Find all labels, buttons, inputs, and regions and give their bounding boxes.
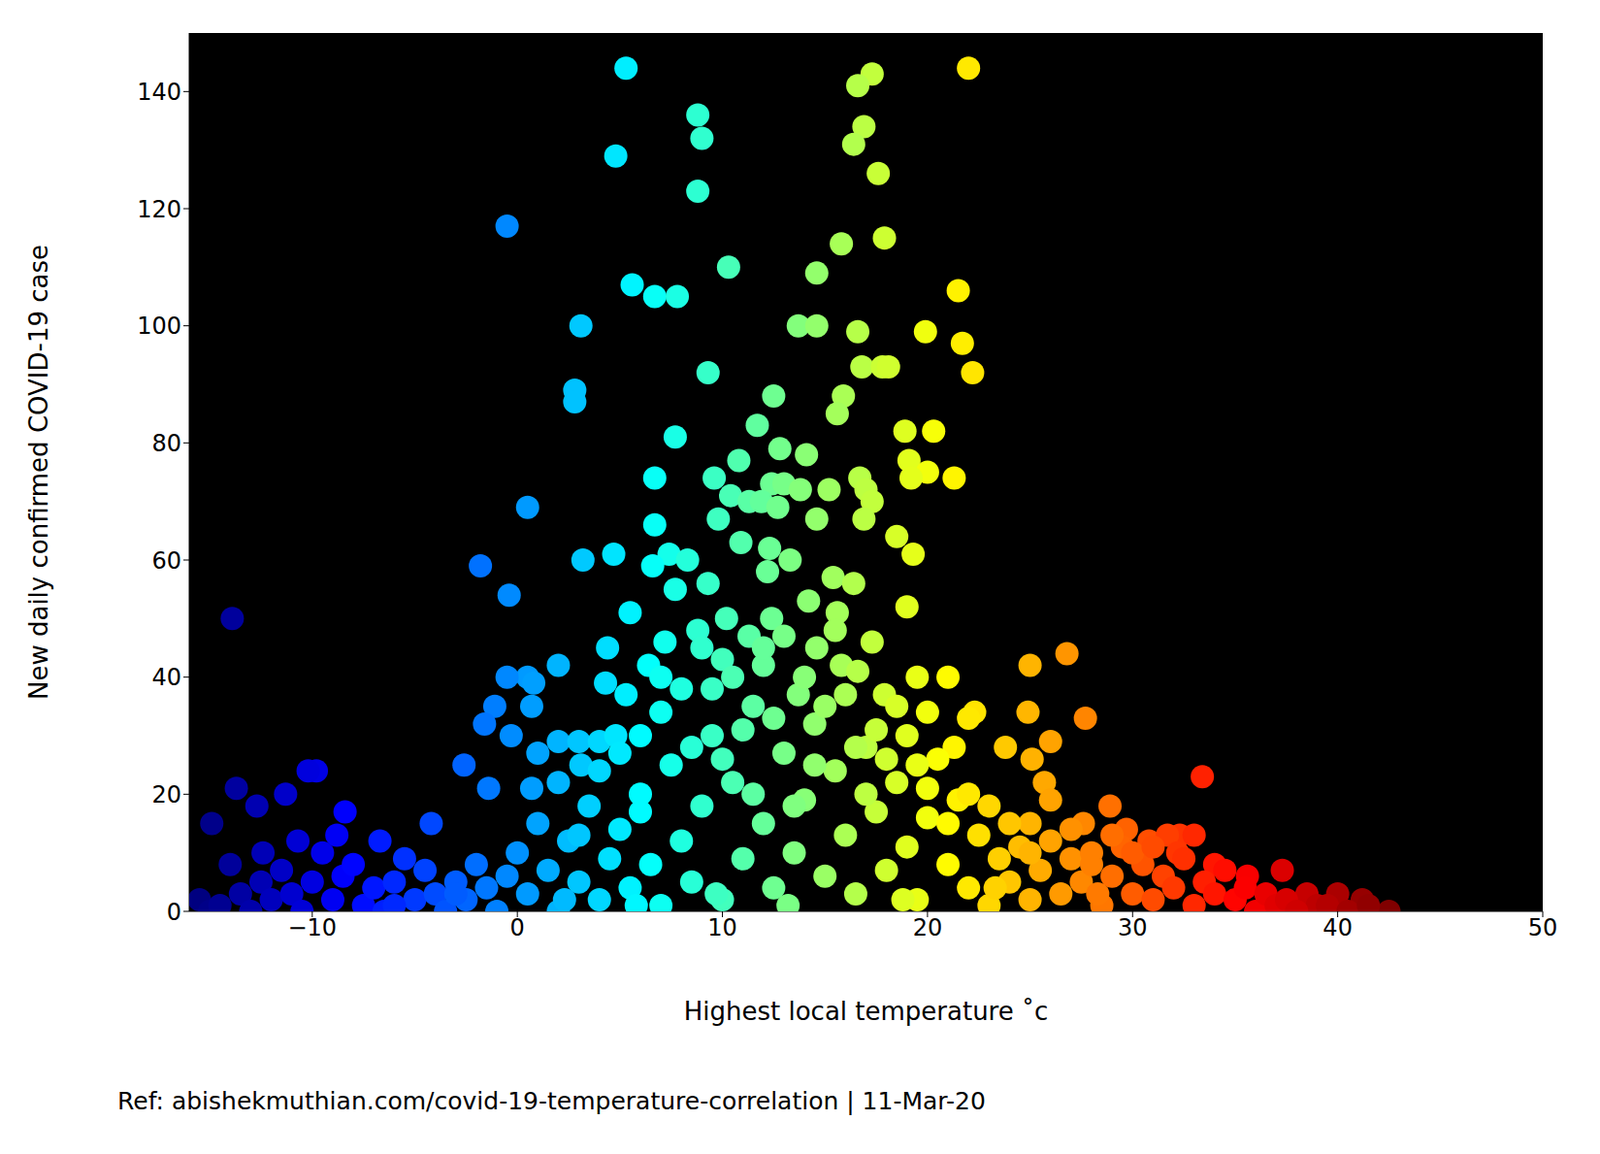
svg-text:50: 50 [1528, 914, 1559, 942]
svg-text:80: 80 [151, 429, 182, 458]
svg-text:100: 100 [136, 312, 182, 340]
svg-text:Highest local temperature ˚c: Highest local temperature ˚c [684, 996, 1049, 1026]
svg-text:40: 40 [151, 663, 182, 691]
html-text:Ref: abishekmuthian.com/covid-: Ref: abishekmuthian.com/covid-19-tempera… [117, 1086, 986, 1115]
svg-text:New daily confirmed COVID-19 c: New daily confirmed COVID-19 case [24, 244, 54, 700]
svg-text:0: 0 [510, 914, 525, 942]
svg-text:40: 40 [1322, 914, 1353, 942]
svg-text:20: 20 [151, 781, 182, 809]
svg-text:10: 10 [707, 914, 738, 942]
svg-text:140: 140 [136, 78, 182, 106]
svg-text:30: 30 [1117, 914, 1148, 942]
svg-text:60: 60 [151, 547, 182, 575]
svg-text:20: 20 [913, 914, 944, 942]
svg-text:0: 0 [166, 898, 182, 926]
svg-text:−10: −10 [287, 914, 337, 942]
svg-text:120: 120 [136, 195, 182, 224]
